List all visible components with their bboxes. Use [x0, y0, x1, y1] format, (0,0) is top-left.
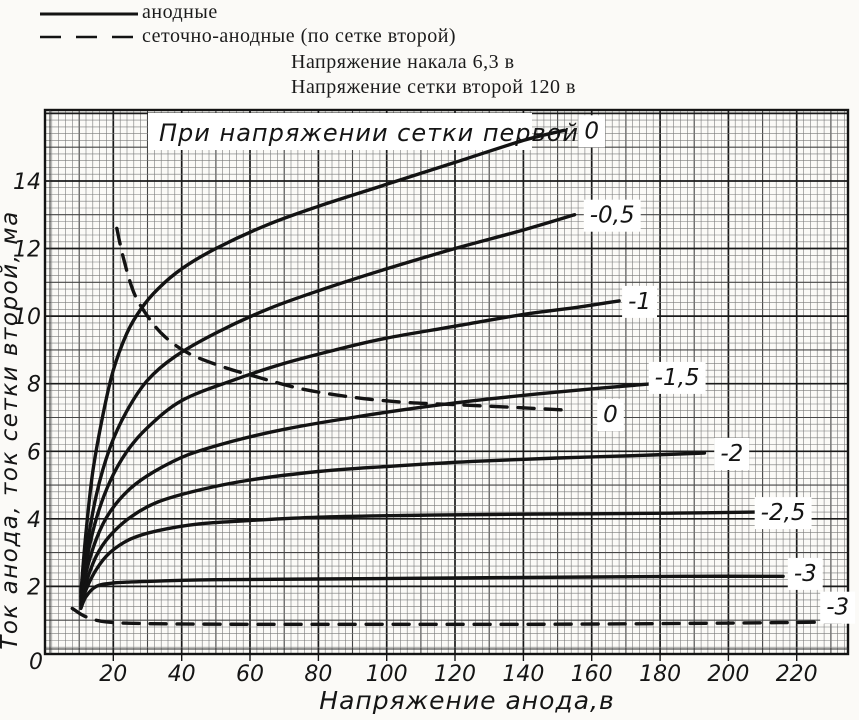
heater-voltage-note: Напряжение накала 6,3 в — [291, 51, 515, 73]
screen-voltage-note: Напряжение сетки второй 120 в — [291, 76, 576, 98]
curve-anode--1.5 — [79, 382, 655, 605]
x-tick-label: 200 — [707, 662, 749, 687]
curve-anode--3 — [79, 574, 785, 611]
y-tick-label: 2 — [27, 575, 41, 600]
curve-anode--0.5 — [79, 213, 577, 599]
curve-label-text: -1,5 — [655, 365, 700, 391]
y-tick-label: 10 — [13, 305, 41, 330]
curves — [70, 128, 843, 627]
plot-grid — [45, 110, 848, 654]
curve-label-text: -3 — [826, 595, 849, 621]
dashed-line-swatch — [40, 35, 138, 39]
curve-anode--2.5 — [79, 510, 758, 609]
x-tick-label: 100 — [366, 662, 408, 687]
curve-label-text: -1 — [628, 289, 651, 315]
curve-anode--2 — [79, 451, 707, 607]
x-tick-label: 160 — [571, 662, 613, 687]
curve-label: -1,5 — [648, 361, 706, 394]
y-tick-label: 14 — [13, 170, 41, 195]
curve-label-text: -2,5 — [761, 500, 806, 526]
x-tick-label: 120 — [434, 662, 476, 687]
x-tick-label: 140 — [502, 662, 544, 687]
x-tick-label: 180 — [639, 662, 681, 687]
y-tick-label: 8 — [27, 373, 41, 398]
curve-label: 0 — [578, 115, 605, 148]
x-tick-label: 40 — [168, 662, 196, 687]
curve-screen-grid-0 — [115, 226, 567, 412]
in-plot-title-text: При напряжении сетки первой,в — [159, 119, 603, 147]
curve-anode--1 — [79, 299, 621, 602]
x-tick-label: 20 — [99, 662, 127, 687]
legend-anode-label: анодные — [142, 1, 218, 23]
axis-tick-labels: 20 40 60 80 100 120 140 160 180 200 220 2 4 6 8 10 12 14 — [13, 170, 818, 687]
x-tick-label: 80 — [304, 662, 332, 687]
curve-label-text: 0 — [603, 402, 618, 428]
plot-frame — [43, 108, 850, 661]
x-tick-label: 220 — [776, 662, 818, 687]
curve-screen-grid--3 — [70, 606, 843, 627]
curve-label: -0,5 — [583, 199, 641, 232]
x-axis-title: Напряжение анода,в — [319, 686, 614, 715]
y-tick-label: 6 — [27, 440, 41, 465]
legend-grid-anode-label: сеточно-анодные (по сетке второй) — [142, 25, 457, 47]
curve-label-text: -3 — [794, 561, 817, 587]
curve-labels: 0 -0,5 -1 -1,5 -2 -2,5 -3 0 -3 — [578, 115, 856, 624]
curve-label: -2 — [714, 438, 750, 470]
curve-label-text: -0,5 — [590, 203, 635, 229]
origin-tick-label: 0 — [29, 650, 43, 675]
curve-label: 0 — [597, 399, 624, 432]
curve-label-text: 0 — [584, 118, 599, 144]
solid-line-swatch — [40, 12, 138, 16]
curve-label: -2,5 — [754, 497, 812, 530]
y-tick-label: 4 — [27, 508, 41, 533]
curve-label-text: -2 — [720, 441, 743, 467]
y-tick-label: 12 — [13, 238, 41, 263]
curve-label: -1 — [622, 285, 657, 318]
curve-label: -3 — [820, 591, 856, 624]
in-plot-title: При напряжении сетки первой,в — [148, 113, 603, 150]
curve-anode-0 — [79, 128, 567, 595]
curve-label: -3 — [787, 557, 823, 590]
x-tick-label: 60 — [236, 662, 264, 687]
y-axis-title: Ток анода, ток сетки второй, ма — [0, 210, 23, 649]
